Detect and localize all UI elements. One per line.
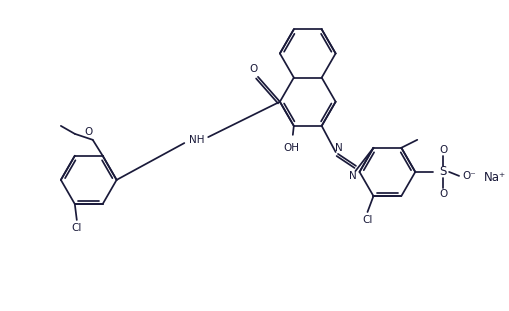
Text: O: O <box>439 189 447 199</box>
Text: O: O <box>249 64 257 74</box>
Text: Na⁺: Na⁺ <box>484 171 506 184</box>
Text: O: O <box>84 127 93 137</box>
Text: OH: OH <box>284 143 300 153</box>
Text: N: N <box>349 171 356 181</box>
Text: O: O <box>439 145 447 155</box>
Text: S: S <box>439 165 447 179</box>
Text: Cl: Cl <box>72 223 82 233</box>
Text: O⁻: O⁻ <box>462 171 476 181</box>
Text: N: N <box>335 143 343 153</box>
Text: Cl: Cl <box>362 215 373 225</box>
Text: NH: NH <box>188 135 204 145</box>
